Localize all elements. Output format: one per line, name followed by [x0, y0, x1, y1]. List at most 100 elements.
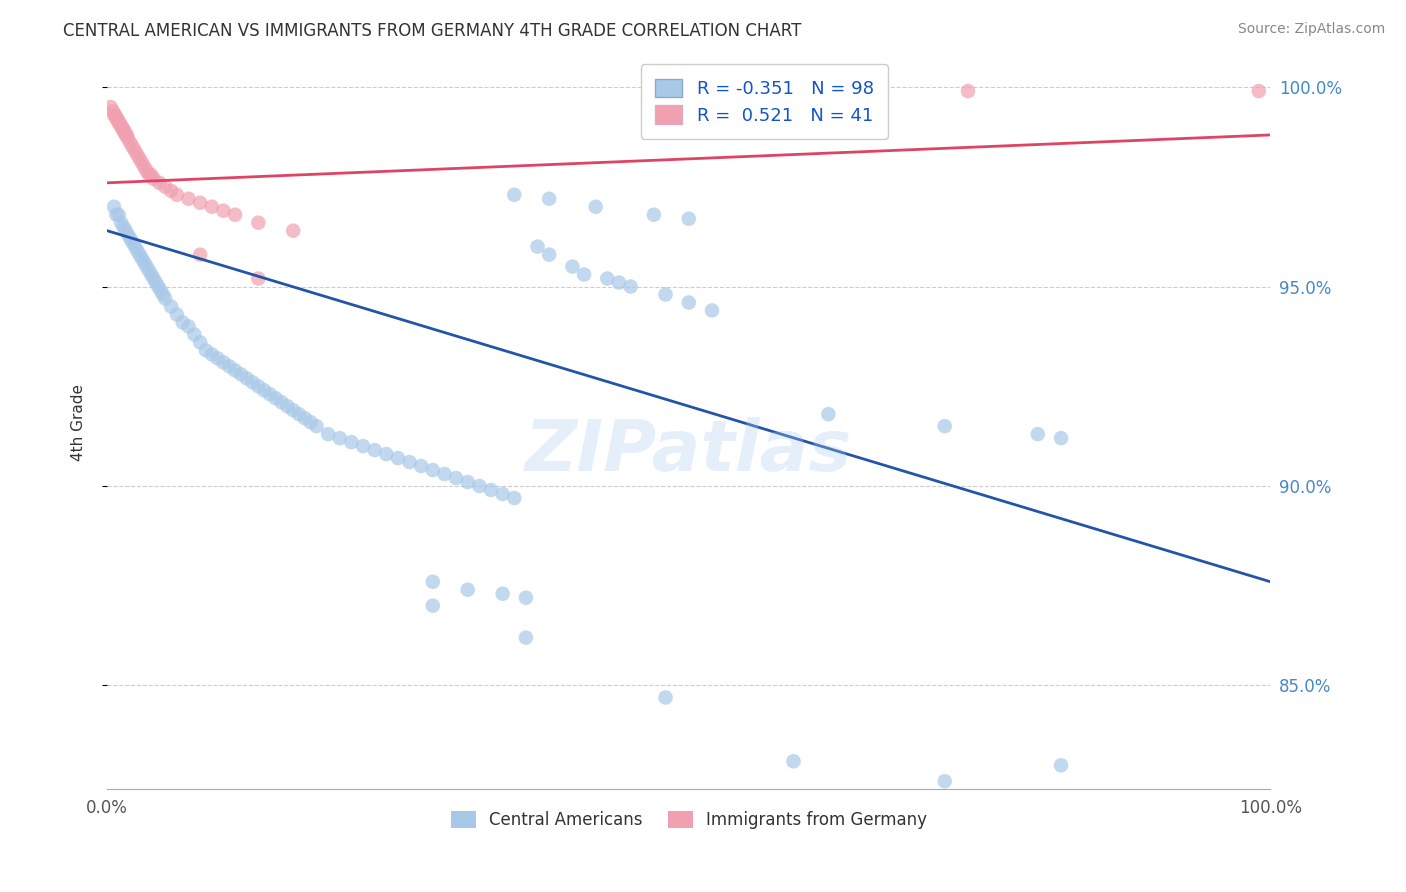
Point	[142, 271, 165, 285]
Point	[138, 168, 160, 182]
Point	[363, 443, 385, 458]
Point	[212, 355, 235, 369]
Text: Source: ZipAtlas.com: Source: ZipAtlas.com	[1237, 22, 1385, 37]
Point	[183, 327, 205, 342]
Point	[270, 395, 292, 409]
Point	[1247, 84, 1270, 98]
Point	[700, 303, 723, 318]
Point	[264, 391, 287, 405]
Point	[242, 376, 264, 390]
Point	[101, 103, 124, 118]
Point	[444, 471, 467, 485]
Point	[572, 268, 595, 282]
Point	[152, 287, 174, 301]
Point	[288, 407, 311, 421]
Point	[194, 343, 217, 358]
Point	[166, 187, 188, 202]
Point	[160, 184, 183, 198]
Point	[411, 458, 433, 473]
Text: ZIPatlas: ZIPatlas	[524, 417, 852, 486]
Point	[112, 219, 135, 234]
Point	[1050, 431, 1073, 445]
Point	[503, 187, 526, 202]
Point	[111, 120, 134, 134]
Point	[329, 431, 352, 445]
Point	[247, 271, 270, 285]
Point	[128, 247, 150, 261]
Point	[141, 168, 163, 182]
Point	[259, 387, 281, 401]
Point	[654, 287, 676, 301]
Point	[142, 171, 165, 186]
Point	[188, 247, 211, 261]
Point	[188, 195, 211, 210]
Point	[107, 112, 129, 126]
Point	[112, 124, 135, 138]
Point	[110, 120, 132, 134]
Point	[149, 284, 172, 298]
Point	[247, 379, 270, 393]
Point	[135, 260, 157, 274]
Point	[352, 439, 374, 453]
Point	[128, 152, 150, 166]
Point	[817, 407, 839, 421]
Point	[229, 368, 252, 382]
Text: CENTRAL AMERICAN VS IMMIGRANTS FROM GERMANY 4TH GRADE CORRELATION CHART: CENTRAL AMERICAN VS IMMIGRANTS FROM GERM…	[63, 22, 801, 40]
Point	[177, 319, 200, 334]
Point	[127, 244, 149, 258]
Point	[491, 487, 513, 501]
Point	[218, 359, 240, 374]
Point	[212, 203, 235, 218]
Point	[479, 483, 502, 497]
Point	[134, 255, 156, 269]
Point	[201, 200, 224, 214]
Point	[114, 224, 136, 238]
Point	[422, 599, 444, 613]
Point	[620, 279, 643, 293]
Point	[141, 268, 163, 282]
Point	[538, 247, 561, 261]
Point	[503, 491, 526, 505]
Point	[166, 308, 188, 322]
Legend: Central Americans, Immigrants from Germany: Central Americans, Immigrants from Germa…	[444, 805, 934, 836]
Point	[188, 335, 211, 350]
Point	[103, 108, 125, 122]
Point	[433, 467, 456, 481]
Point	[105, 208, 128, 222]
Point	[956, 84, 979, 98]
Point	[100, 100, 122, 114]
Point	[678, 211, 700, 226]
Point	[457, 475, 479, 489]
Point	[276, 399, 298, 413]
Point	[515, 631, 537, 645]
Point	[515, 591, 537, 605]
Point	[224, 208, 246, 222]
Point	[131, 252, 153, 266]
Point	[110, 216, 132, 230]
Point	[155, 292, 177, 306]
Point	[596, 271, 619, 285]
Point	[253, 384, 276, 398]
Point	[283, 403, 305, 417]
Point	[148, 279, 170, 293]
Point	[294, 411, 316, 425]
Point	[934, 774, 956, 789]
Point	[538, 192, 561, 206]
Point	[117, 132, 139, 146]
Point	[177, 192, 200, 206]
Point	[148, 176, 170, 190]
Point	[104, 108, 127, 122]
Point	[316, 427, 339, 442]
Point	[457, 582, 479, 597]
Point	[224, 363, 246, 377]
Point	[654, 690, 676, 705]
Point	[107, 116, 129, 130]
Point	[107, 208, 129, 222]
Point	[305, 419, 328, 434]
Point	[934, 419, 956, 434]
Point	[643, 208, 665, 222]
Point	[160, 300, 183, 314]
Y-axis label: 4th Grade: 4th Grade	[72, 384, 86, 460]
Point	[155, 179, 177, 194]
Point	[422, 463, 444, 477]
